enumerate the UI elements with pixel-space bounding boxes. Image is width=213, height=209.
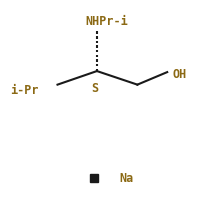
Text: OH: OH [173,68,187,81]
Text: i-Pr: i-Pr [10,84,39,97]
Text: Na: Na [120,172,134,185]
Text: S: S [91,82,98,95]
Text: NHPr-i: NHPr-i [85,15,128,28]
